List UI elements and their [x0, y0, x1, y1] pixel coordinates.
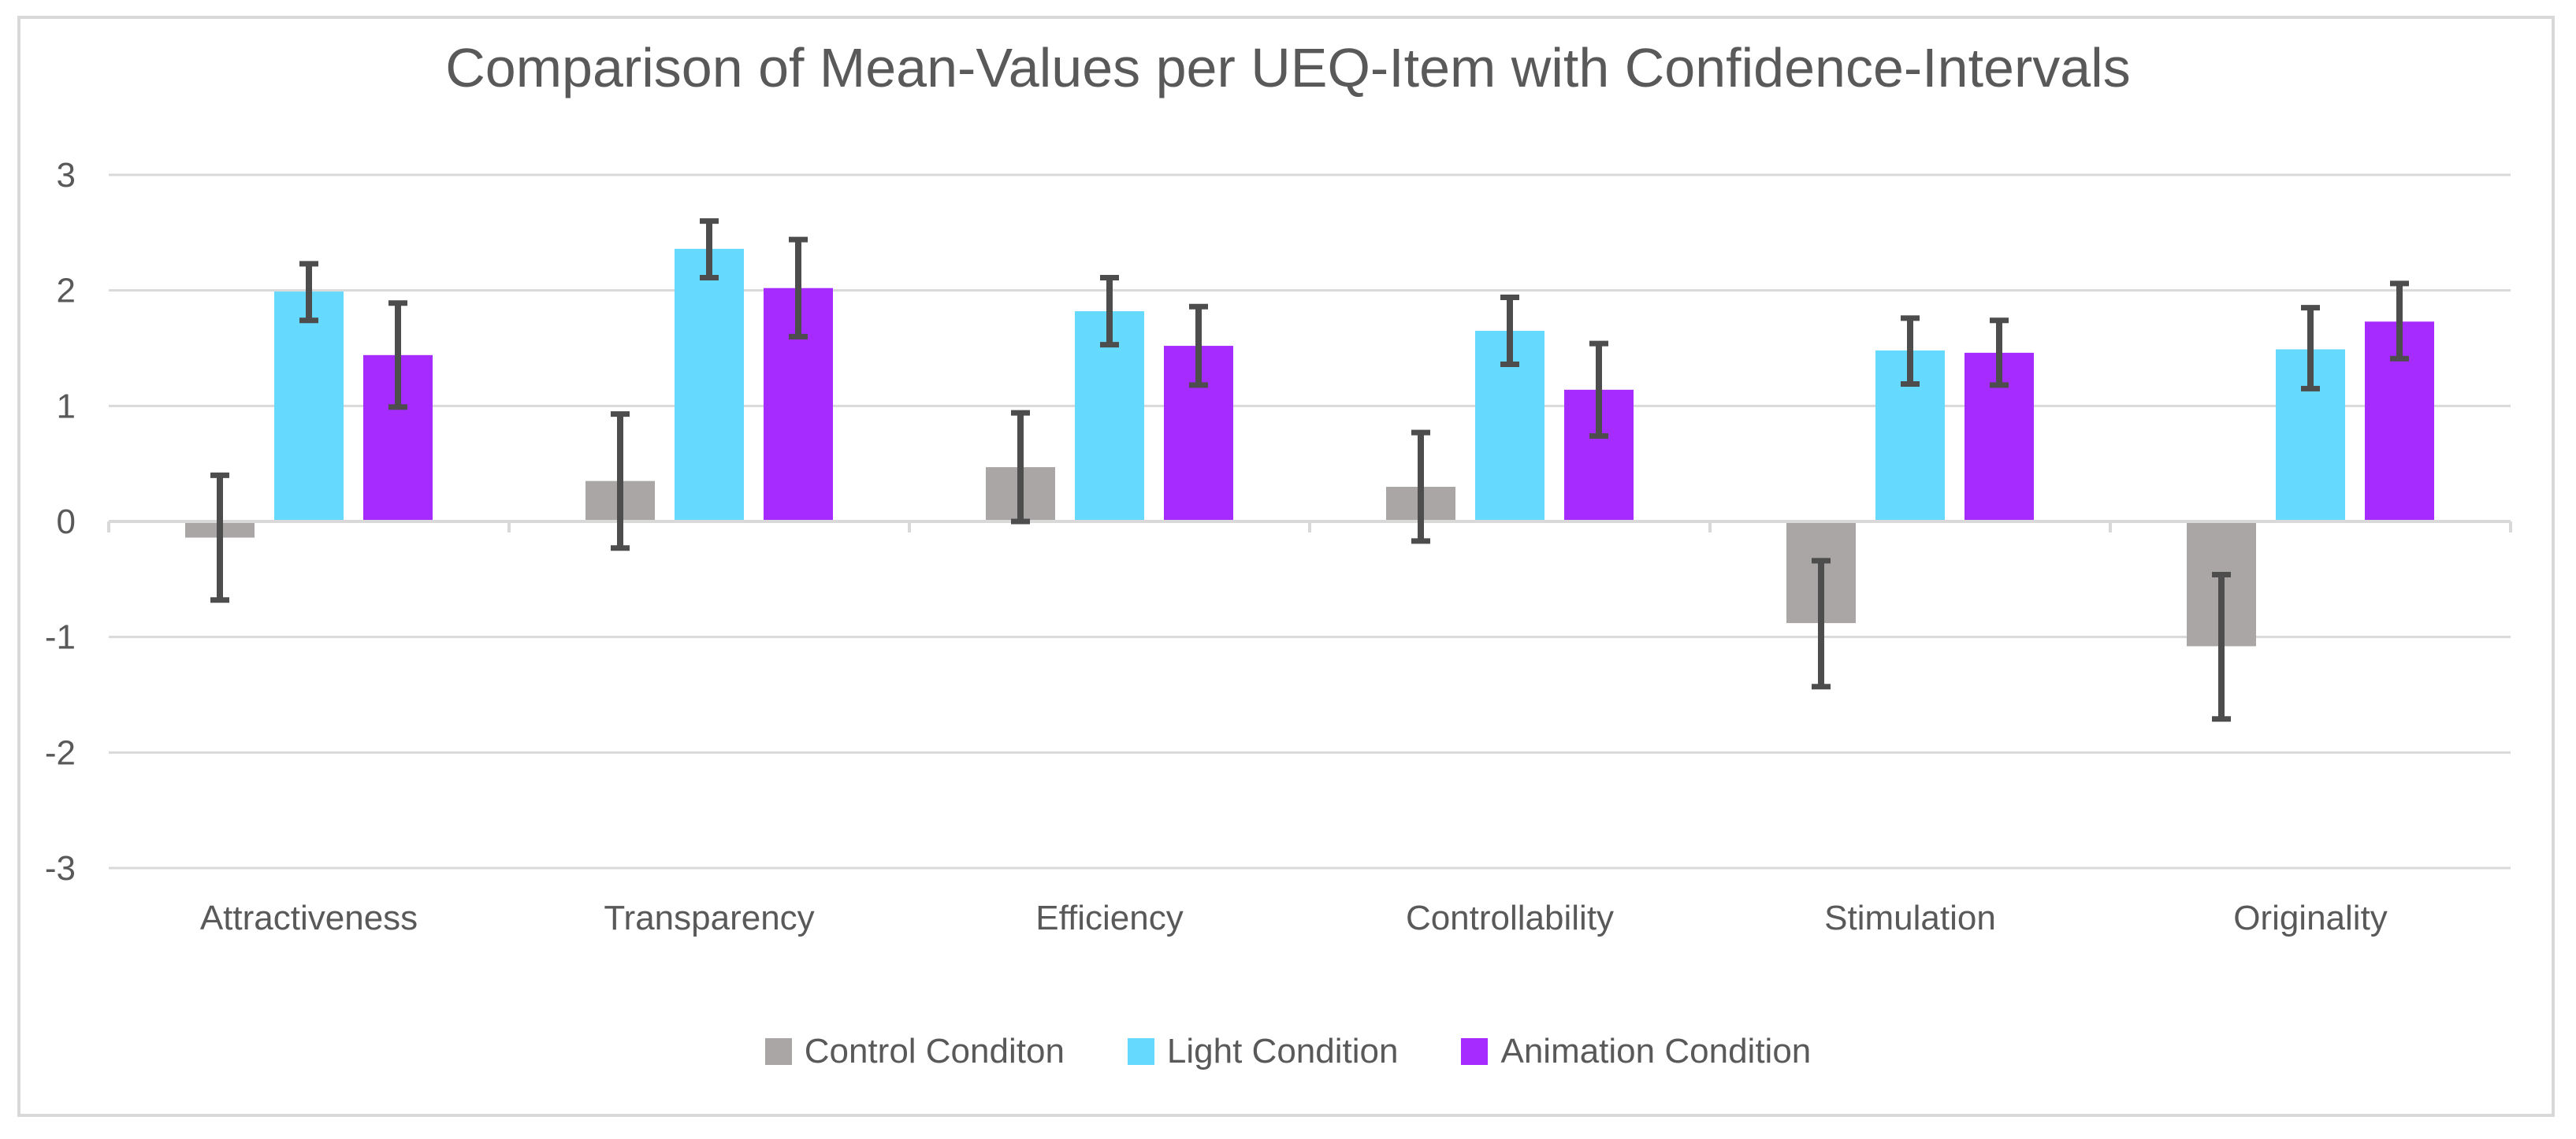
y-tick-label: -2: [45, 733, 76, 772]
y-tick-label: -1: [45, 618, 76, 657]
bar: [274, 291, 344, 521]
legend-swatch: [1461, 1038, 1489, 1065]
y-tick-label: 0: [57, 503, 76, 541]
y-tick-label: 2: [57, 272, 76, 310]
x-tick-label: Efficiency: [1035, 899, 1184, 937]
y-axis-ticks: -3 -2 -1 0 1 2 3: [45, 156, 76, 888]
bars: [185, 248, 2434, 647]
x-tick-label: Transparency: [604, 899, 814, 937]
chart-frame: [17, 16, 2555, 1117]
legend-item: Light Condition: [1127, 1032, 1399, 1071]
chart-title: Comparison of Mean-Values per UEQ-Item w…: [445, 37, 2131, 98]
y-tick-label: -3: [45, 849, 76, 888]
bar: [675, 248, 744, 521]
y-tick-label: 3: [57, 156, 76, 195]
legend: Control Conditon Light Condition Animation…: [0, 1032, 2576, 1071]
legend-item: Control Conditon: [764, 1032, 1065, 1071]
error-bars: [210, 218, 2409, 722]
x-axis-ticks: Attractiveness Transparency Efficiency Cont…: [200, 899, 2388, 937]
legend-item: Animation Condition: [1461, 1032, 1811, 1071]
x-tick-label: Stimulation: [1824, 899, 1996, 937]
x-tick-label: Originality: [2233, 899, 2388, 937]
legend-label: Animation Condition: [1500, 1032, 1812, 1070]
gridlines: [109, 173, 2511, 870]
x-tick-label: Attractiveness: [200, 899, 418, 937]
y-tick-label: 1: [57, 387, 76, 425]
legend-swatch: [1127, 1038, 1154, 1065]
legend-label: Control Conditon: [804, 1032, 1065, 1070]
legend-label: Light Condition: [1166, 1032, 1399, 1070]
x-axis: [107, 520, 2512, 532]
x-tick-label: Controllability: [1406, 899, 1614, 937]
legend-swatch: [764, 1038, 792, 1065]
